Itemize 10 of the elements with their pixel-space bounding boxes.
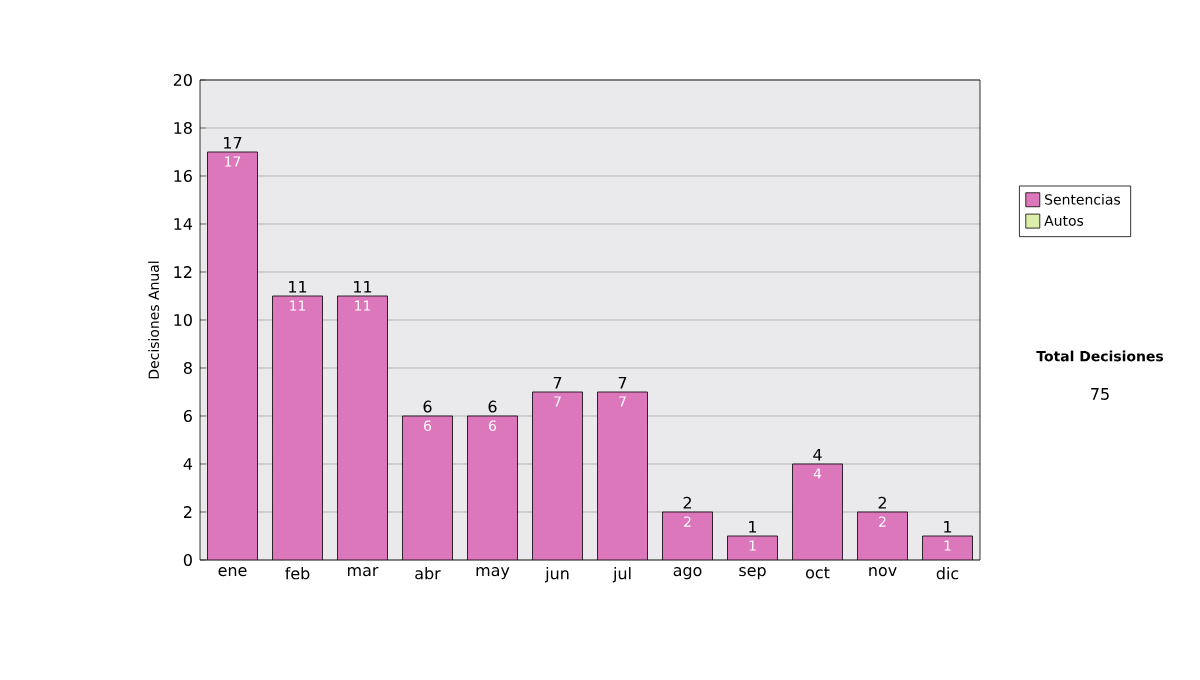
- bar: [857, 512, 908, 560]
- bar: [467, 416, 518, 560]
- bar: [532, 391, 583, 560]
- bar: [792, 464, 843, 560]
- bar: [662, 512, 713, 560]
- bar: [597, 391, 648, 560]
- bar: [207, 151, 258, 560]
- bar: [272, 295, 323, 560]
- bar: [337, 295, 388, 560]
- bar: [402, 416, 453, 560]
